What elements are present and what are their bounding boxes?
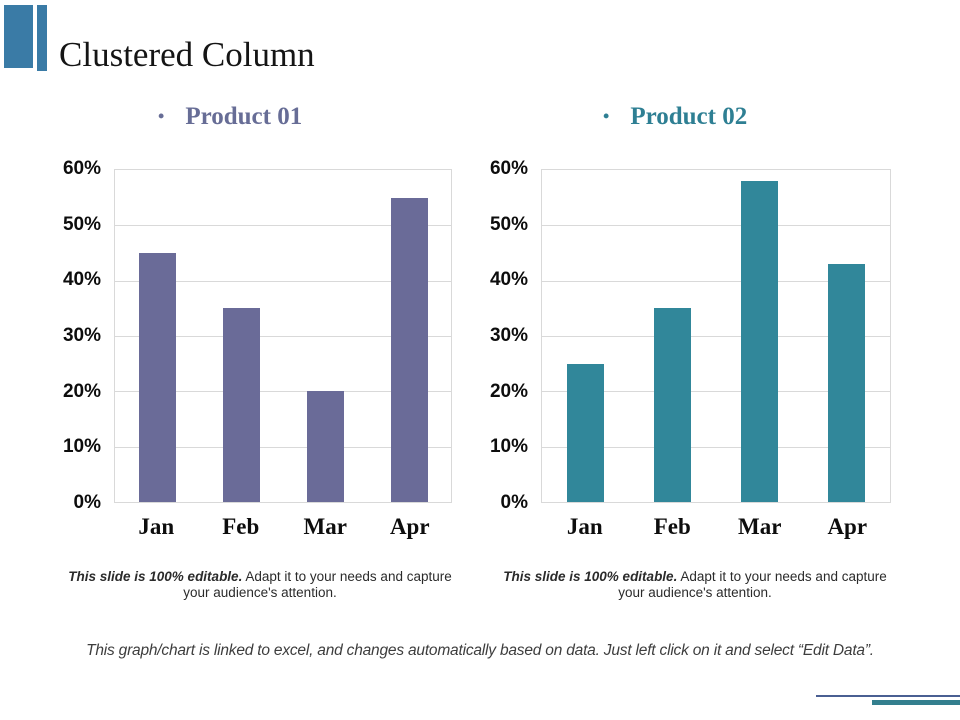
gridline — [542, 391, 890, 393]
x-axis: Jan Feb Mar Apr — [541, 514, 891, 540]
caption-lead: This slide is 100% editable. — [503, 569, 678, 584]
bar-series — [115, 170, 451, 502]
y-axis-tick-label: 50% — [489, 213, 528, 235]
y-axis-tick-label: 20% — [62, 380, 101, 402]
x-axis-tick-label: Jan — [138, 514, 175, 539]
y-axis-tick-label: 30% — [62, 325, 101, 346]
bar-mar — [741, 181, 778, 502]
corner-decoration-line — [816, 695, 960, 697]
bar-chart-product-01[interactable]: 0% 10% 20% 30% 40% 50% 60% Jan Feb Mar Apr — [56, 158, 452, 540]
chart-title-product-01: Product 01 — [185, 103, 303, 130]
bar-mar — [306, 391, 344, 502]
x-axis-tick-label: Apr — [827, 514, 868, 539]
y-axis-tick-label: 50% — [62, 213, 101, 235]
bar-apr — [390, 197, 428, 502]
gridline — [542, 225, 890, 227]
gridline — [542, 280, 890, 282]
page-title: Clustered Column — [59, 35, 315, 75]
chart-heading-product-01: • Product 01 — [158, 103, 302, 131]
y-axis-tick-label: 0% — [73, 492, 101, 513]
y-axis: 0% 10% 20% 30% 40% 50% 60% — [56, 158, 114, 513]
gridline — [115, 225, 451, 227]
chart-title-product-02: Product 02 — [630, 103, 748, 130]
gridline — [542, 336, 890, 337]
caption-rest: Adapt it to your needs and capture your … — [183, 569, 452, 600]
plot-area — [541, 169, 891, 503]
chart-caption-product-01: This slide is 100% editable. Adapt it to… — [56, 569, 464, 601]
y-axis-tick-label: 0% — [500, 492, 528, 513]
title-accent-bar-narrow — [37, 5, 47, 71]
bar-jan — [567, 363, 604, 502]
x-axis-tick-label: Apr — [389, 514, 430, 539]
y-axis-tick-label: 20% — [489, 380, 528, 402]
y-axis-tick-label: 60% — [62, 158, 101, 179]
x-axis-tick-label: Mar — [303, 514, 347, 539]
x-axis-tick-label: Feb — [222, 514, 260, 539]
plot-area — [114, 169, 452, 503]
y-axis-tick-label: 60% — [489, 158, 528, 179]
bar-chart-product-02[interactable]: 0% 10% 20% 30% 40% 50% 60% Jan Feb Mar Apr — [483, 158, 891, 540]
bar-feb — [654, 308, 691, 502]
x-axis-tick-label: Feb — [653, 514, 691, 539]
chart-caption-product-02: This slide is 100% editable. Adapt it to… — [490, 569, 900, 601]
x-axis-tick-label: Mar — [738, 514, 782, 539]
gridline — [542, 446, 890, 448]
caption-rest: Adapt it to your needs and capture your … — [618, 569, 887, 600]
gridline — [115, 446, 451, 448]
y-axis-tick-label: 40% — [62, 269, 101, 291]
bar-jan — [138, 253, 176, 502]
caption-lead: This slide is 100% editable. — [68, 569, 243, 584]
corner-decoration-bar — [872, 700, 960, 705]
gridline — [115, 280, 451, 282]
bar-series — [542, 170, 890, 502]
chart-heading-product-02: • Product 02 — [603, 103, 747, 131]
y-axis-tick-label: 10% — [489, 436, 528, 458]
bar-feb — [222, 308, 260, 502]
x-axis: Jan Feb Mar Apr — [114, 514, 452, 540]
bar-apr — [828, 264, 865, 502]
gridline — [115, 391, 451, 393]
footer-note: This graph/chart is linked to excel, and… — [86, 642, 874, 659]
y-axis-tick-label: 10% — [62, 436, 101, 458]
bullet-icon: • — [603, 106, 610, 126]
y-axis-tick-label: 40% — [489, 269, 528, 291]
y-axis-tick-label: 30% — [489, 325, 528, 346]
gridline — [115, 336, 451, 337]
x-axis-tick-label: Jan — [566, 514, 603, 539]
bullet-icon: • — [158, 106, 165, 126]
y-axis: 0% 10% 20% 30% 40% 50% 60% — [483, 158, 541, 513]
title-accent-bar-wide — [4, 5, 33, 68]
